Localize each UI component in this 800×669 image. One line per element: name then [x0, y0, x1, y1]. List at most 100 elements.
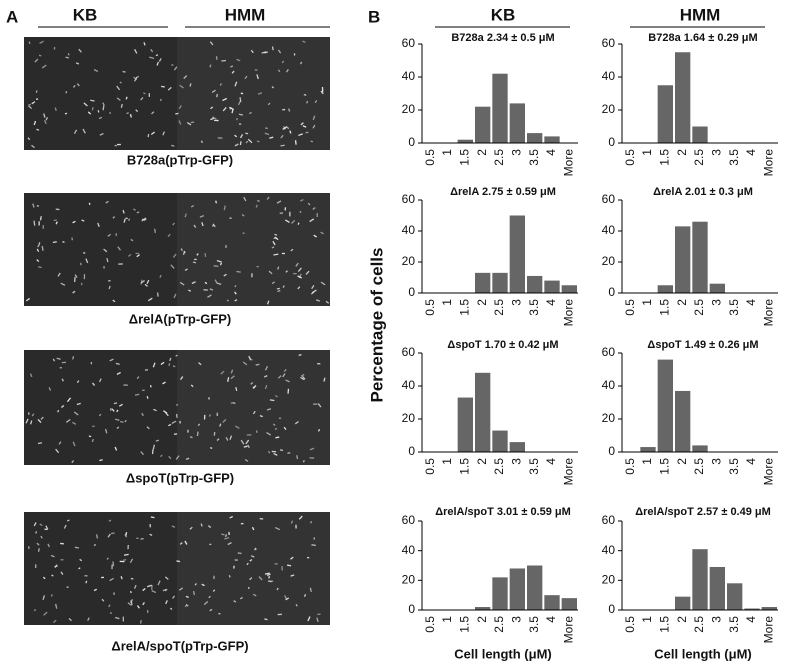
- cell: [50, 554, 55, 558]
- cell: [139, 619, 142, 624]
- cell: [102, 102, 105, 106]
- cell: [272, 423, 276, 426]
- cell: [251, 526, 255, 531]
- x-tick-label: More: [762, 149, 776, 177]
- cell: [40, 416, 44, 420]
- x-tick-label: 2.5: [692, 616, 706, 633]
- y-tick-label: 40: [402, 378, 416, 392]
- cell: [216, 282, 222, 286]
- cell: [74, 546, 80, 549]
- x-tick-label: 3: [510, 149, 524, 156]
- cell: [231, 70, 235, 74]
- chart-title: ΔrelA 2.01 ± 0.3 μM: [653, 186, 753, 198]
- cell: [55, 603, 58, 609]
- cell: [290, 520, 294, 524]
- cell: [66, 397, 72, 403]
- cell: [203, 600, 209, 606]
- cell: [309, 447, 315, 451]
- cell: [39, 216, 42, 221]
- cell: [175, 455, 180, 460]
- cell: [294, 421, 299, 425]
- cell: [153, 408, 157, 412]
- column-header: KB: [491, 5, 516, 24]
- cell: [283, 426, 287, 431]
- cell: [165, 600, 168, 605]
- cell: [255, 363, 260, 366]
- cell: [39, 40, 44, 45]
- cell: [88, 435, 92, 438]
- cell: [277, 49, 282, 54]
- cell: [287, 564, 292, 567]
- cell: [190, 204, 195, 208]
- bar: [475, 607, 491, 610]
- cell: [33, 522, 37, 527]
- cell: [184, 540, 188, 545]
- cell: [60, 571, 64, 575]
- cell: [39, 523, 43, 527]
- y-tick-label: 0: [408, 135, 415, 149]
- x-tick-label: 0.5: [623, 149, 637, 166]
- x-tick-label: 3: [510, 458, 524, 465]
- bar: [675, 226, 691, 293]
- cell: [162, 131, 166, 136]
- cell: [108, 519, 112, 522]
- cell: [28, 41, 31, 45]
- cell: [320, 281, 326, 286]
- x-tick-label: 1.5: [658, 299, 672, 316]
- y-tick-label: 0: [408, 444, 415, 458]
- cell: [109, 611, 112, 615]
- y-tick-label: 40: [602, 378, 616, 392]
- y-tick-label: 40: [602, 543, 616, 557]
- bar: [509, 442, 525, 452]
- cell: [127, 602, 133, 606]
- cell: [250, 49, 254, 54]
- cell: [112, 299, 116, 303]
- cell: [302, 40, 306, 44]
- cell: [196, 431, 199, 437]
- cell: [60, 282, 66, 286]
- cell: [151, 111, 155, 115]
- cell: [194, 583, 198, 586]
- cell: [146, 426, 150, 430]
- micrograph: [177, 512, 330, 625]
- cell: [61, 404, 65, 408]
- cell: [109, 577, 114, 582]
- cell: [162, 410, 168, 414]
- cell: [235, 386, 238, 392]
- bar: [492, 577, 508, 610]
- cell: [201, 583, 205, 587]
- cell: [303, 93, 307, 97]
- cell: [34, 58, 39, 63]
- y-tick-label: 40: [602, 223, 616, 237]
- cell: [239, 596, 243, 600]
- cell: [93, 544, 97, 547]
- y-tick-label: 0: [608, 602, 615, 616]
- x-tick-label: 3.5: [727, 149, 741, 166]
- cell: [114, 446, 118, 451]
- cell: [243, 445, 248, 448]
- x-tick-label: 3.5: [527, 458, 541, 475]
- cell: [93, 588, 98, 592]
- chart-title: ΔrelA/spoT 3.01 ± 0.59 μM: [435, 506, 571, 518]
- cell: [275, 436, 280, 439]
- cell: [172, 253, 177, 258]
- bar: [492, 430, 508, 452]
- cell: [179, 281, 185, 286]
- column-header: HMM: [225, 5, 266, 24]
- cell: [171, 420, 177, 424]
- cell: [239, 141, 242, 146]
- cell: [295, 603, 298, 607]
- cell: [215, 200, 218, 204]
- cell: [114, 616, 120, 620]
- y-tick-label: 20: [602, 102, 616, 116]
- x-tick-label: 2.5: [492, 458, 506, 475]
- x-tick-label: 0.5: [423, 458, 437, 475]
- cell: [150, 131, 156, 136]
- cell: [178, 105, 182, 110]
- cell: [72, 441, 76, 447]
- cell: [208, 595, 211, 599]
- chart-title: ΔspoT 1.49 ± 0.26 μM: [647, 339, 758, 351]
- cell: [132, 208, 136, 211]
- cell: [257, 199, 260, 202]
- cell: [72, 220, 76, 224]
